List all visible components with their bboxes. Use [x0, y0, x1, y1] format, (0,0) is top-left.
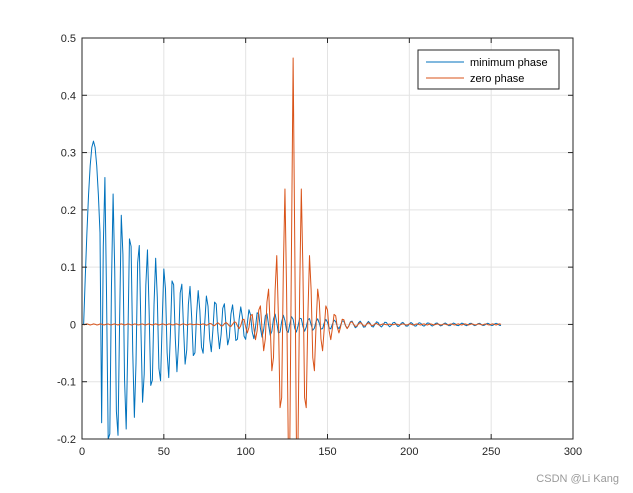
x-tick-label: 300: [564, 446, 582, 458]
watermark: CSDN @Li Kang: [536, 473, 619, 485]
y-tick-label: 0: [70, 319, 76, 331]
y-tick-label: 0.4: [61, 90, 76, 102]
series-line-minimum-phase: [83, 140, 502, 440]
x-tick-label: 0: [79, 446, 85, 458]
y-tick-label: 0.3: [61, 148, 76, 160]
legend[interactable]: minimum phase zero phase: [417, 49, 560, 90]
x-tick-label: 100: [236, 446, 254, 458]
y-tick-label: 0.2: [61, 205, 76, 217]
legend-label: zero phase: [470, 73, 524, 85]
x-tick-label: 200: [400, 446, 418, 458]
x-tick-label: 250: [482, 446, 500, 458]
y-tick-label: -0.1: [57, 377, 76, 389]
y-tick-label: 0.5: [61, 33, 76, 45]
ticks: 0 50 100 150 200 250 300 -0.2 -0.1 0 0.1 0.2 0.3 0.4 0…: [57, 33, 582, 458]
x-tick-label: 150: [318, 446, 336, 458]
y-tick-label: -0.2: [57, 434, 76, 446]
legend-box: [417, 49, 560, 90]
legend-label: minimum phase: [470, 57, 548, 69]
x-tick-label: 50: [158, 446, 170, 458]
series-layer: [83, 57, 502, 440]
y-tick-label: 0.1: [61, 262, 76, 274]
series-line-zero-phase: [83, 57, 502, 440]
